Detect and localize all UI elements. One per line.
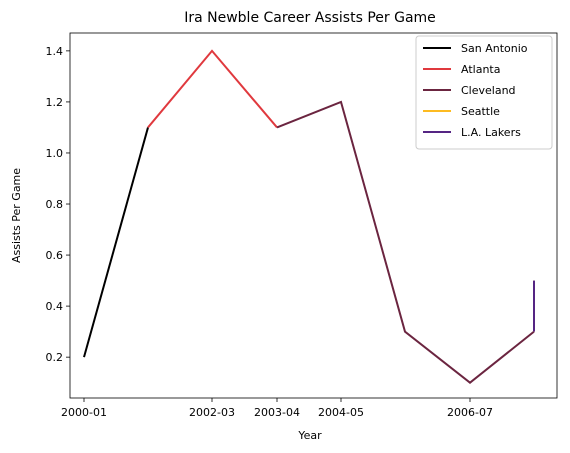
- series-line-atlanta: [147, 49, 278, 129]
- legend-label-atlanta: Atlanta: [461, 63, 500, 76]
- x-tick-label: 2004-05: [318, 406, 364, 419]
- y-tick-label: 0.2: [46, 351, 64, 364]
- x-tick-label: 2006-07: [447, 406, 493, 419]
- legend-label-cleveland: Cleveland: [461, 84, 516, 97]
- legend: San Antonio Atlanta Cleveland Seattle L.A. L…: [415, 35, 553, 150]
- chart-title: Ira Newble Career Assists Per Game: [184, 10, 436, 26]
- y-tick-label: 0.6: [46, 249, 64, 262]
- y-axis-label: Assists Per Game: [10, 168, 23, 263]
- x-tick-label: 2003-04: [254, 406, 300, 419]
- series-layer: [83, 49, 535, 384]
- plot-frame: [69, 32, 558, 399]
- x-tick-label: 2002-03: [189, 406, 235, 419]
- legend-label-seattle: Seattle: [461, 105, 500, 118]
- series-line-cleveland: [276, 100, 535, 384]
- y-tick-label: 1.0: [46, 147, 64, 160]
- y-tick-label: 1.4: [46, 45, 64, 58]
- y-tick-label: 0.8: [46, 198, 64, 211]
- x-tick-label: 2000-01: [61, 406, 107, 419]
- legend-box: [415, 35, 553, 150]
- legend-label-san-antonio: San Antonio: [461, 42, 528, 55]
- x-axis: 2000-01 2002-03 2003-04 2004-05 2006-07: [61, 398, 493, 419]
- y-tick-label: 0.4: [46, 300, 64, 313]
- y-axis: 0.2 0.4 0.6 0.8 1.0 1.2 1.4: [46, 45, 70, 364]
- x-axis-label: Year: [297, 429, 322, 442]
- series-line-san-antonio: [83, 127, 149, 358]
- legend-label-l-a-lakers: L.A. Lakers: [461, 126, 521, 139]
- y-tick-label: 1.2: [46, 96, 64, 109]
